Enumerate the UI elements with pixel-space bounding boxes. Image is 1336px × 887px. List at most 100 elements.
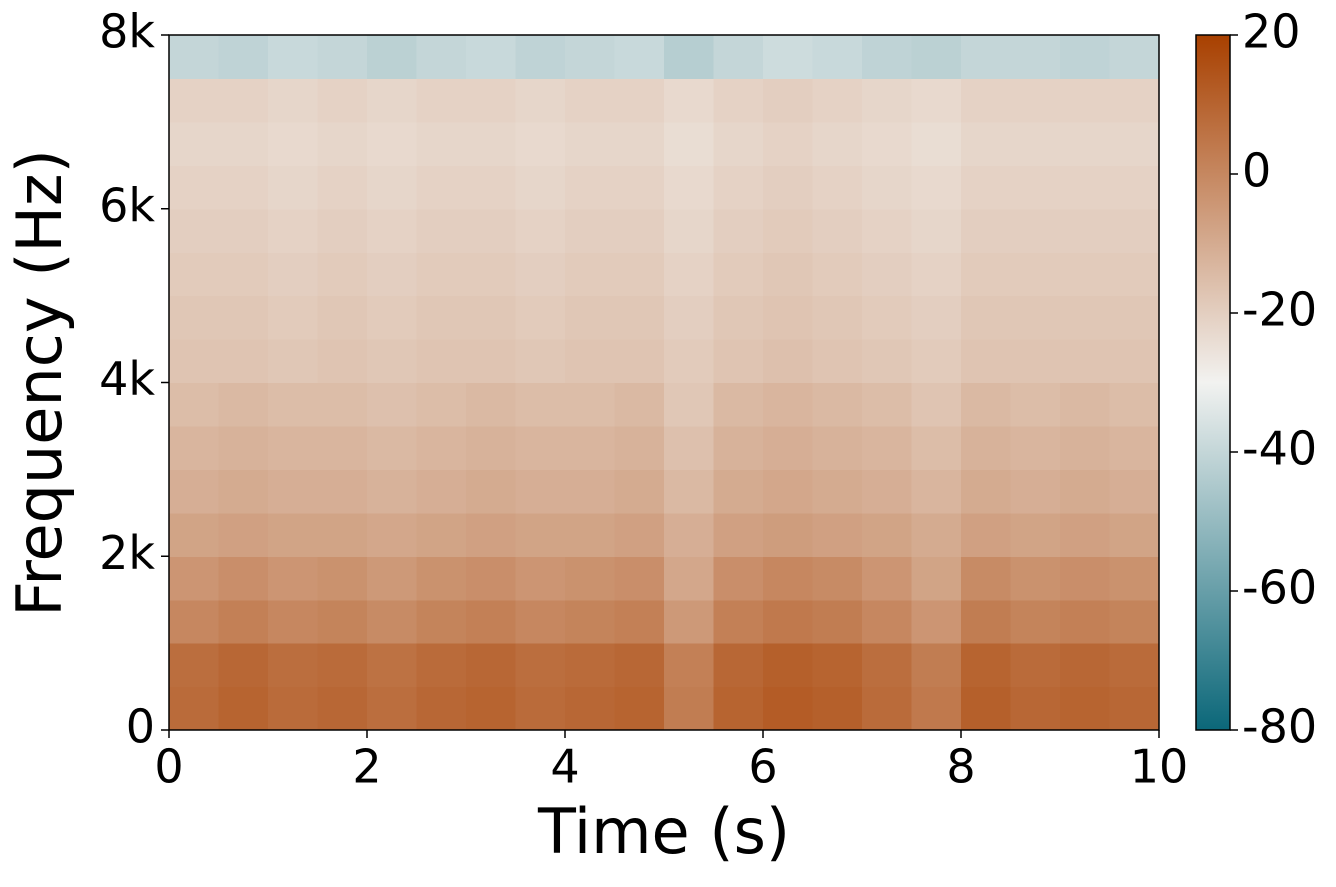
- heatmap-cell: [416, 643, 467, 688]
- heatmap-cell: [713, 208, 764, 253]
- heatmap-cell: [664, 469, 715, 514]
- heatmap-cell: [664, 599, 715, 644]
- heatmap-cell: [1010, 382, 1061, 427]
- heatmap-cell: [367, 121, 418, 166]
- heatmap-cell: [515, 165, 566, 210]
- heatmap-cell: [169, 469, 220, 514]
- heatmap-cell: [218, 512, 269, 557]
- heatmap-cell: [515, 556, 566, 601]
- heatmap-cell: [1060, 382, 1111, 427]
- heatmap-cell: [169, 512, 220, 557]
- heatmap-cell: [862, 686, 913, 731]
- heatmap-cell: [218, 556, 269, 601]
- heatmap-cell: [862, 382, 913, 427]
- heatmap-cell: [169, 643, 220, 688]
- heatmap-cell: [218, 339, 269, 384]
- heatmap-cell: [961, 643, 1012, 688]
- heatmap-cell: [911, 208, 962, 253]
- heatmap-cell: [317, 339, 368, 384]
- heatmap-cell: [911, 382, 962, 427]
- heatmap-cell: [763, 425, 814, 470]
- heatmap-cell: [1010, 512, 1061, 557]
- heatmap-cell: [565, 208, 616, 253]
- heatmap-cell: [862, 295, 913, 340]
- heatmap-cell: [268, 208, 319, 253]
- heatmap-cell: [268, 599, 319, 644]
- colorbar-tick-label: -40: [1242, 422, 1317, 476]
- heatmap-cell: [169, 339, 220, 384]
- heatmap-cell: [862, 425, 913, 470]
- heatmap-cell: [812, 35, 863, 80]
- heatmap-cell: [367, 599, 418, 644]
- heatmap-cell: [1010, 35, 1061, 80]
- heatmap-cell: [763, 469, 814, 514]
- heatmap-cell: [1060, 599, 1111, 644]
- heatmap-cell: [565, 35, 616, 80]
- heatmap-cell: [416, 556, 467, 601]
- heatmap-cell: [713, 425, 764, 470]
- heatmap-cell: [416, 599, 467, 644]
- heatmap-cell: [416, 686, 467, 731]
- heatmap-cell: [664, 208, 715, 253]
- heatmap-cell: [961, 252, 1012, 297]
- heatmap-cell: [614, 425, 665, 470]
- heatmap-cell: [1060, 78, 1111, 123]
- heatmap-cell: [515, 35, 566, 80]
- heatmap-cell: [416, 35, 467, 80]
- heatmap-cell: [1109, 382, 1160, 427]
- heatmap-cell: [317, 643, 368, 688]
- heatmap-cell: [565, 165, 616, 210]
- heatmap-cell: [614, 686, 665, 731]
- heatmap-cell: [713, 78, 764, 123]
- heatmap-cell: [961, 208, 1012, 253]
- y-tick-label: 4k: [99, 352, 155, 406]
- heatmap-cell: [367, 208, 418, 253]
- heatmap-cell: [416, 165, 467, 210]
- heatmap-cell: [367, 556, 418, 601]
- heatmap-cell: [268, 252, 319, 297]
- heatmap-cell: [218, 295, 269, 340]
- heatmap-cell: [1060, 165, 1111, 210]
- heatmap-cell: [1010, 78, 1061, 123]
- heatmap-cell: [1109, 512, 1160, 557]
- heatmap-cell: [565, 252, 616, 297]
- heatmap-cell: [416, 78, 467, 123]
- heatmap-cell: [1060, 35, 1111, 80]
- heatmap-cell: [1109, 339, 1160, 384]
- heatmap-cell: [1060, 121, 1111, 166]
- heatmap-cell: [664, 295, 715, 340]
- heatmap-cell: [416, 121, 467, 166]
- heatmap-cell: [911, 78, 962, 123]
- heatmap-cell: [169, 165, 220, 210]
- heatmap-cell: [812, 556, 863, 601]
- heatmap-cell: [268, 121, 319, 166]
- heatmap-cell: [367, 165, 418, 210]
- heatmap-cell: [218, 208, 269, 253]
- heatmap-cell: [565, 295, 616, 340]
- heatmap-cell: [961, 78, 1012, 123]
- heatmap-cell: [218, 599, 269, 644]
- heatmap-cell: [317, 686, 368, 731]
- heatmap-cell: [515, 643, 566, 688]
- heatmap-cell: [1010, 121, 1061, 166]
- heatmap-cell: [614, 556, 665, 601]
- heatmap-cell: [812, 686, 863, 731]
- heatmap-cell: [218, 78, 269, 123]
- heatmap-cell: [614, 165, 665, 210]
- heatmap-cell: [812, 599, 863, 644]
- colorbar-tick-label: -60: [1242, 561, 1317, 615]
- heatmap-cell: [466, 512, 517, 557]
- heatmap-cell: [565, 643, 616, 688]
- heatmap-cell: [763, 339, 814, 384]
- heatmap-cell: [812, 469, 863, 514]
- heatmap-cell: [713, 469, 764, 514]
- heatmap-cell: [763, 686, 814, 731]
- heatmap-cell: [1010, 686, 1061, 731]
- heatmap-cell: [169, 686, 220, 731]
- heatmap-cell: [763, 252, 814, 297]
- x-tick-label: 8: [946, 740, 975, 794]
- heatmap-cell: [169, 35, 220, 80]
- heatmap-cell: [317, 35, 368, 80]
- heatmap-cell: [862, 599, 913, 644]
- heatmap-cell: [218, 643, 269, 688]
